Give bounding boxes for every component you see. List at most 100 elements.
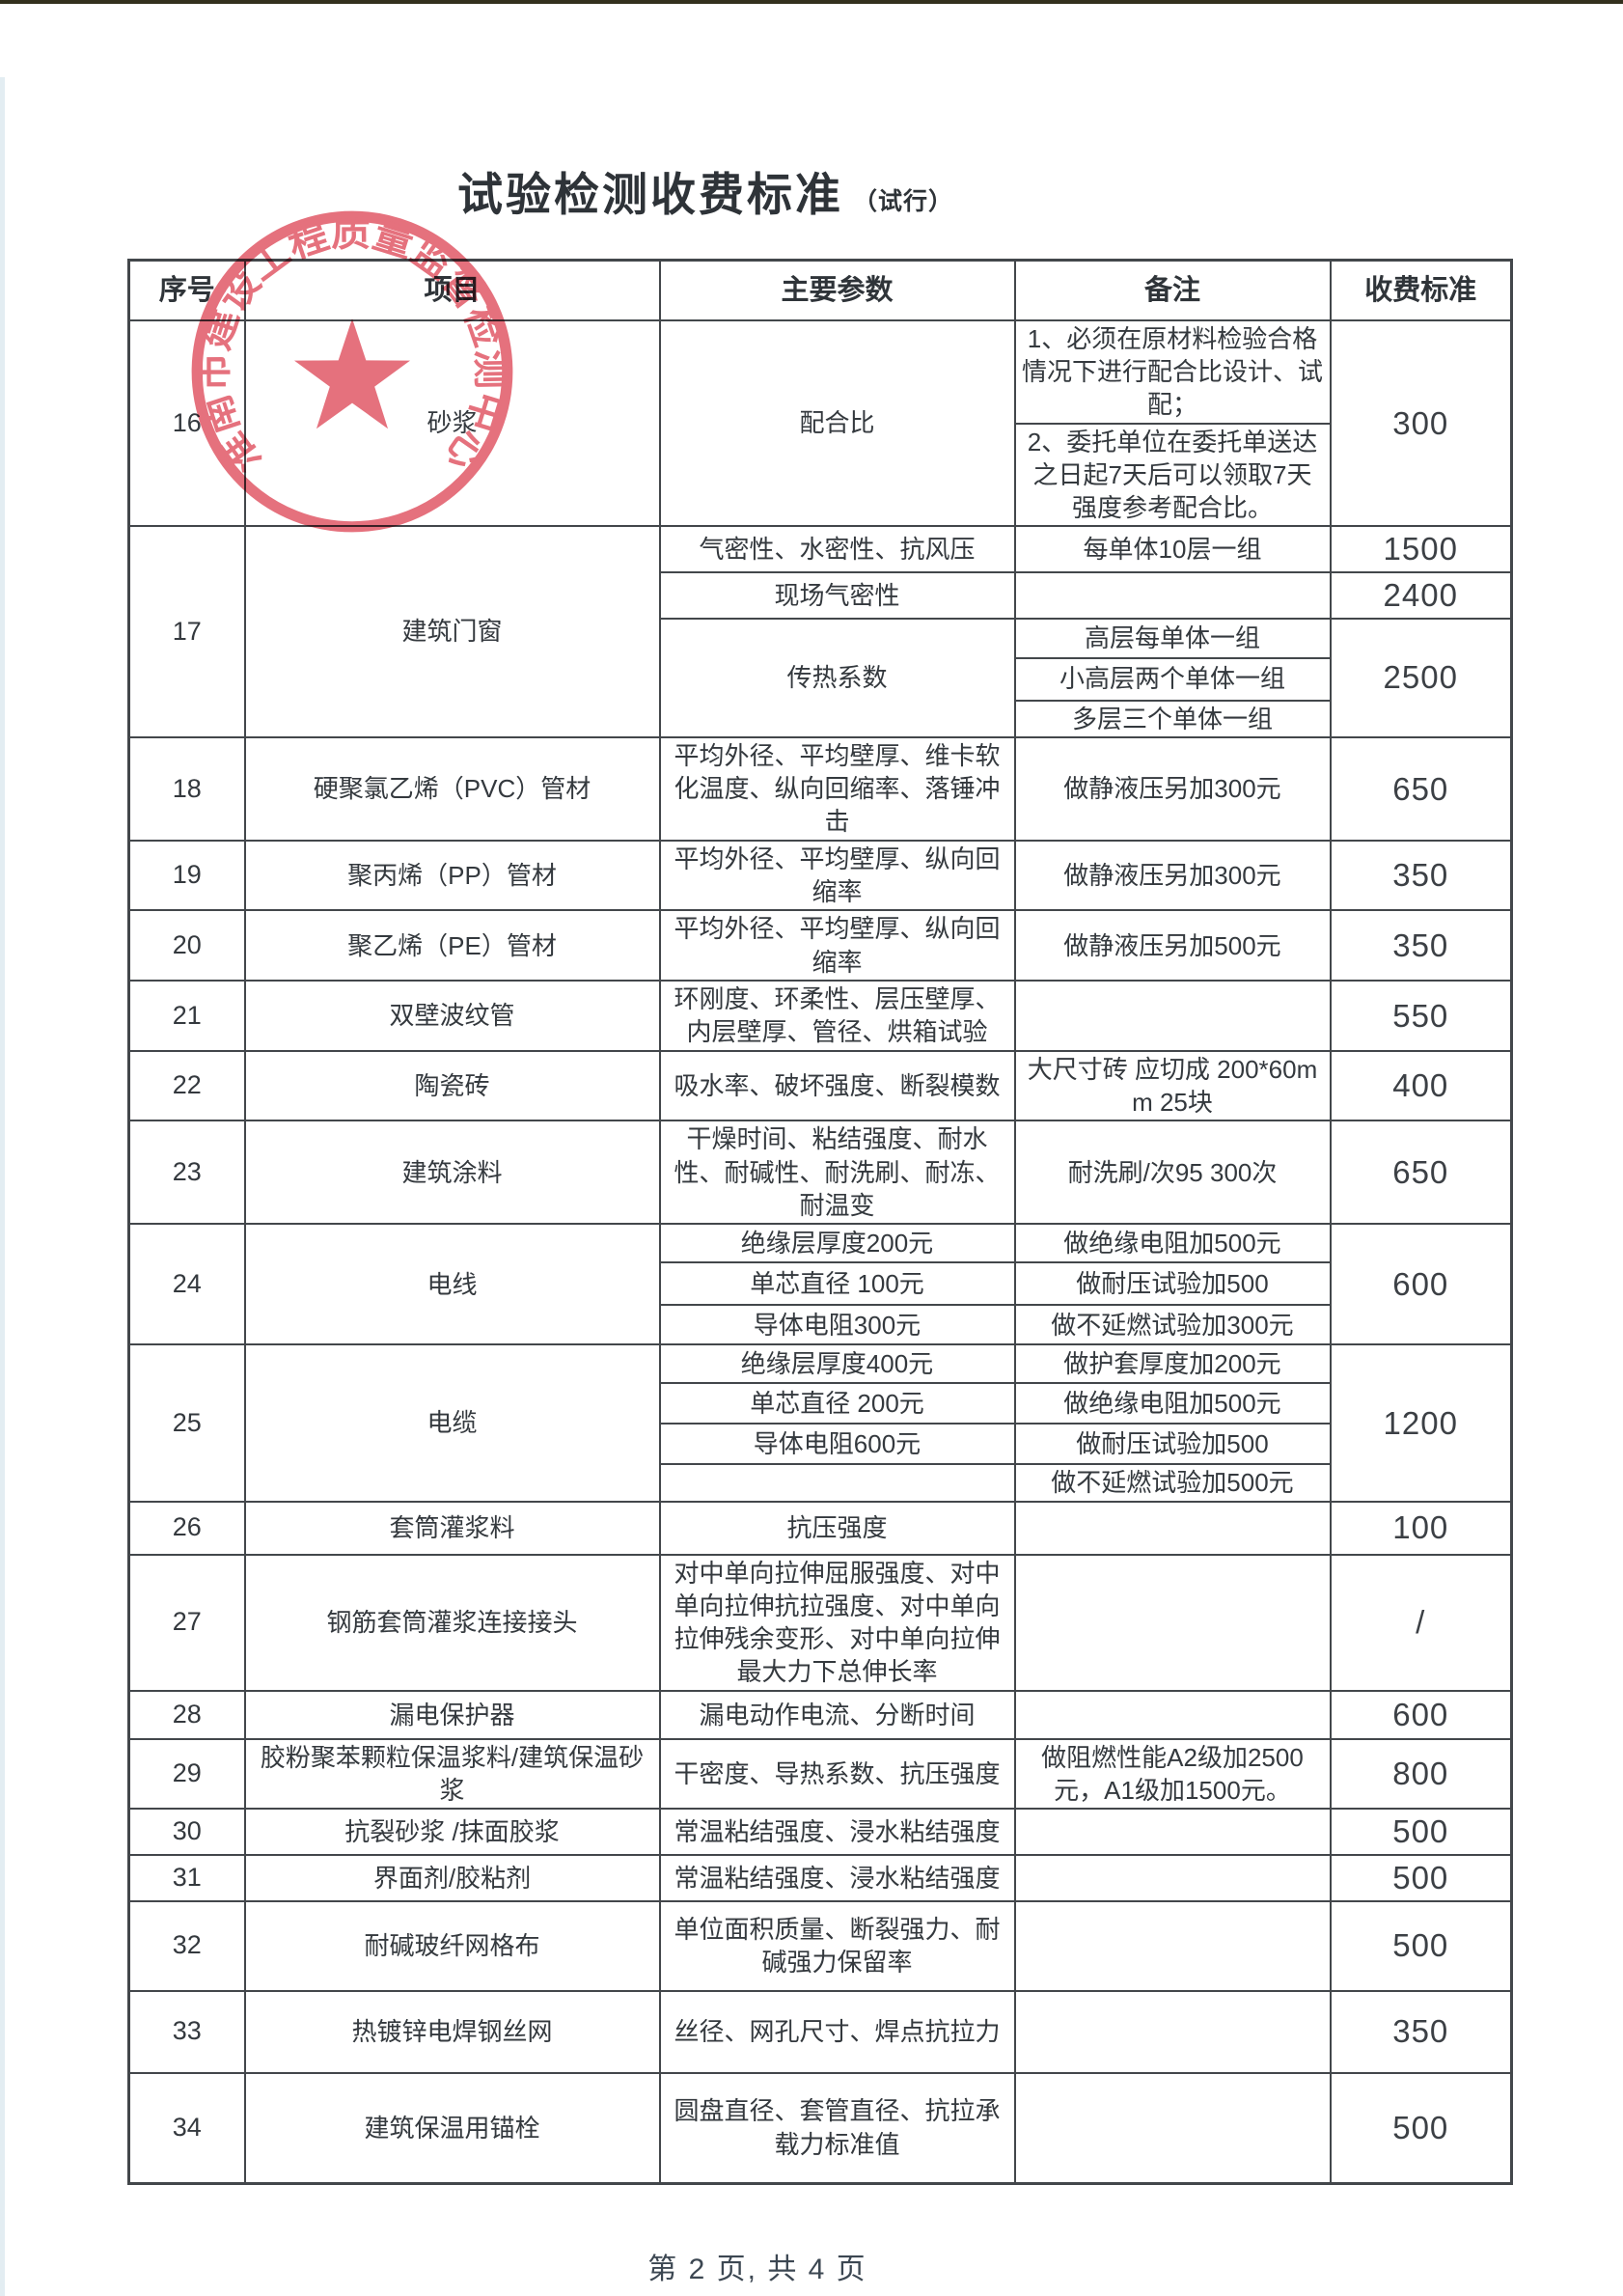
r19-seq-cell: 19 [127, 839, 246, 912]
table-row: 31 界面剂/胶粘剂 常温粘结强度、浸水粘结强度 500 [127, 1853, 1513, 1902]
page-title-main: 试验检测收费标准 [457, 169, 843, 220]
r33-seq-cell: 33 [127, 1989, 246, 2074]
r29-param-cell: 干密度、导热系数、抗压强度 [658, 1737, 1016, 1811]
r26-seq-cell: 26 [127, 1500, 246, 1556]
r30-item-cell: 抗裂砂浆 /抹面胶浆 [243, 1808, 661, 1856]
r24-item-cell: 电线 [243, 1223, 661, 1346]
r25-remark3-cell: 做耐压试验加500 [1013, 1423, 1332, 1466]
page-title: 试验检测收费标准 （试行） [457, 172, 953, 217]
r17-item-cell: 建筑门窗 [243, 525, 661, 738]
table-row: 18 硬聚氯乙烯（PVC）管材 平均外径、平均壁厚、维卡软化温度、纵向回缩率、落… [127, 735, 1513, 842]
fee-standard-table: 序号 项目 主要参数 备注 收费标准 16 砂浆 配合比 1、必须在原材料检验合… [127, 259, 1513, 2185]
table-row: 21 双壁波纹管 环刚度、环柔性、层压壁厚、内层壁厚、管径、烘箱试验 550 [127, 980, 1513, 1052]
r28-seq-cell: 28 [127, 1689, 246, 1740]
r19-fee-cell: 350 [1329, 839, 1513, 912]
header-item: 项目 [243, 259, 661, 321]
r32-item-cell: 耐碱玻纤网格布 [243, 1899, 661, 1992]
r27-param-cell: 对中单向拉伸屈服强度、对中单向拉伸抗拉强度、对中单向拉伸残余变形、对中单向拉伸最… [658, 1553, 1016, 1692]
r29-seq-cell: 29 [127, 1737, 246, 1811]
table-row: 29 胶粉聚苯颗粒保温浆料/建筑保温砂浆 干密度、导热系数、抗压强度 做阻燃性能… [127, 1737, 1513, 1811]
r25-item-cell: 电缆 [243, 1343, 661, 1503]
r33-fee-cell: 350 [1329, 1989, 1513, 2074]
r17-remark3b-cell: 小高层两个单体一组 [1013, 656, 1332, 702]
table-header-row: 序号 项目 主要参数 备注 收费标准 [127, 259, 1513, 321]
r27-item-cell: 钢筋套筒灌浆连接接头 [243, 1553, 661, 1692]
r24-seq-cell: 24 [127, 1223, 246, 1346]
r24-param3-cell: 导体电阻300元 [658, 1304, 1016, 1346]
table-row: 23 建筑涂料 干燥时间、粘结强度、耐水性、耐碱性、耐洗刷、耐冻、耐温变 耐洗刷… [127, 1120, 1513, 1226]
r17-seq-cell: 17 [127, 525, 246, 738]
r34-seq-cell: 34 [127, 2071, 246, 2185]
r25-seq-cell: 25 [127, 1343, 246, 1503]
r24-param1-cell: 绝缘层厚度200元 [658, 1223, 1016, 1264]
r20-seq-cell: 20 [127, 909, 246, 982]
r17-fee2-cell: 2400 [1329, 570, 1513, 620]
r21-seq-cell: 21 [127, 980, 246, 1052]
header-seq: 序号 [127, 259, 246, 321]
r34-fee-cell: 500 [1329, 2071, 1513, 2185]
r30-param-cell: 常温粘结强度、浸水粘结强度 [658, 1808, 1016, 1856]
table-row: 单芯直径 200元 做绝缘电阻加500元 [129, 1382, 1512, 1425]
table-row: 单芯直径 100元 做耐压试验加500 [129, 1261, 1512, 1307]
r22-seq-cell: 22 [127, 1049, 246, 1122]
r25-param4-cell [658, 1463, 1016, 1503]
table-row: 33 热镀锌电焊钢丝网 丝径、网孔尺寸、焊点抗拉力 350 [127, 1989, 1513, 2074]
page-title-suffix: （试行） [853, 188, 954, 215]
r23-fee-cell: 650 [1329, 1120, 1513, 1226]
r32-param-cell: 单位面积质量、断裂强力、耐碱强力保留率 [658, 1899, 1016, 1992]
table-row: 25 电缆 绝缘层厚度400元 做护套厚度加200元 1200 [127, 1343, 1513, 1503]
r20-param-cell: 平均外径、平均壁厚、纵向回缩率 [658, 909, 1016, 982]
r16-remark2-cell: 2、委托单位在委托单送达之日起7天后可以领取7天强度参考配合比。 [1013, 422, 1332, 528]
table-row: 16 砂浆 配合比 1、必须在原材料检验合格情况下进行配合比设计、试配； 300 [127, 318, 1513, 528]
r28-param-cell: 漏电动作电流、分断时间 [658, 1689, 1016, 1740]
table-row: 做不延燃试验加500元 [129, 1463, 1512, 1503]
r30-fee-cell: 500 [1329, 1808, 1513, 1856]
r28-remark-cell [1013, 1689, 1332, 1740]
r30-remark-cell [1013, 1808, 1332, 1856]
r18-seq-cell: 18 [127, 735, 246, 842]
r31-item-cell: 界面剂/胶粘剂 [243, 1853, 661, 1902]
r32-seq-cell: 32 [127, 1899, 246, 1992]
r22-item-cell: 陶瓷砖 [243, 1049, 661, 1122]
r29-item-cell: 胶粉聚苯颗粒保温浆料/建筑保温砂浆 [243, 1737, 661, 1811]
r16-fee-cell: 300 [1329, 318, 1513, 528]
table-row: 传热系数 高层每单体一组 2500 [129, 617, 1513, 738]
r23-item-cell: 建筑涂料 [243, 1120, 661, 1226]
scan-edge-top [0, 0, 1623, 4]
r20-remark-cell: 做静液压另加500元 [1013, 909, 1332, 982]
r18-param-cell: 平均外径、平均壁厚、维卡软化温度、纵向回缩率、落锤冲击 [658, 735, 1016, 842]
r18-remark-cell: 做静液压另加300元 [1013, 735, 1332, 842]
table-row: 现场气密性 2400 [129, 570, 1513, 620]
r17-remark1-cell: 每单体10层一组 [1013, 525, 1332, 573]
table-row: 19 聚丙烯（PP）管材 平均外径、平均壁厚、纵向回缩率 做静液压另加300元 … [127, 839, 1513, 912]
table-row: 22 陶瓷砖 吸水率、破坏强度、断裂模数 大尺寸砖 应切成 200*60mm 2… [127, 1049, 1513, 1122]
r25-param3-cell: 导体电阻600元 [658, 1423, 1016, 1466]
table-row: 34 建筑保温用锚栓 圆盘直径、套管直径、抗拉承载力标准值 500 [127, 2071, 1513, 2185]
table-row: 2、委托单位在委托单送达之日起7天后可以领取7天强度参考配合比。 [129, 422, 1512, 528]
header-param: 主要参数 [658, 259, 1016, 321]
r25-param1-cell: 绝缘层厚度400元 [658, 1343, 1016, 1385]
r21-param-cell: 环刚度、环柔性、层压壁厚、内层壁厚、管径、烘箱试验 [658, 980, 1016, 1052]
r29-fee-cell: 800 [1329, 1737, 1513, 1811]
table-row: 30 抗裂砂浆 /抹面胶浆 常温粘结强度、浸水粘结强度 500 [127, 1808, 1513, 1856]
r21-fee-cell: 550 [1329, 980, 1513, 1052]
r27-remark-cell [1013, 1553, 1332, 1692]
r19-param-cell: 平均外径、平均壁厚、纵向回缩率 [658, 839, 1016, 912]
r24-remark3-cell: 做不延燃试验加300元 [1013, 1304, 1332, 1346]
r17-remark3c-cell: 多层三个单体一组 [1013, 699, 1332, 738]
r16-seq-cell: 16 [127, 318, 246, 528]
r30-seq-cell: 30 [127, 1808, 246, 1856]
r26-fee-cell: 100 [1329, 1500, 1513, 1556]
table-row: 17 建筑门窗 气密性、水密性、抗风压 每单体10层一组 1500 [127, 525, 1513, 738]
r25-remark1-cell: 做护套厚度加200元 [1013, 1343, 1332, 1385]
r24-remark2-cell: 做耐压试验加500 [1013, 1261, 1332, 1307]
table-row: 32 耐碱玻纤网格布 单位面积质量、断裂强力、耐碱强力保留率 500 [127, 1899, 1513, 1992]
r25-remark4-cell: 做不延燃试验加500元 [1013, 1463, 1332, 1503]
r33-remark-cell [1013, 1989, 1332, 2074]
table-row: 20 聚乙烯（PE）管材 平均外径、平均壁厚、纵向回缩率 做静液压另加500元 … [127, 909, 1513, 982]
r34-item-cell: 建筑保温用锚栓 [243, 2071, 661, 2185]
r23-seq-cell: 23 [127, 1120, 246, 1226]
r17-remark2-cell [1013, 570, 1332, 620]
header-fee: 收费标准 [1329, 259, 1513, 321]
r31-param-cell: 常温粘结强度、浸水粘结强度 [658, 1853, 1016, 1902]
